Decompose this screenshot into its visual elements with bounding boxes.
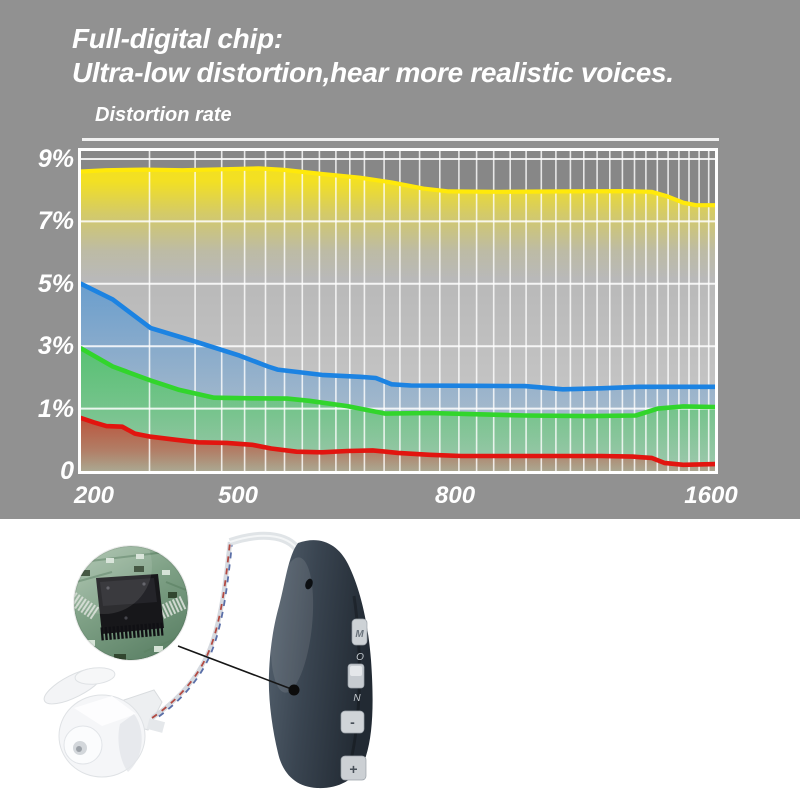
chart-title-underline <box>82 138 719 141</box>
volume-up-label: + <box>349 761 357 777</box>
x-axis-label: 200 <box>73 482 115 509</box>
wire-red <box>151 541 231 719</box>
chip-pins-right <box>155 595 187 621</box>
volume-up-button <box>340 755 367 781</box>
callout-line <box>177 645 295 691</box>
horizontal-gridlines <box>81 158 715 410</box>
microchip-top-face <box>100 578 157 606</box>
microphone-hole <box>305 578 313 590</box>
speaker-hole <box>76 746 82 752</box>
series-line-others-digital-chip <box>81 281 715 392</box>
y-axis-label: 9% <box>37 145 74 173</box>
distortion-chart-canvas <box>81 151 715 471</box>
dome-facet <box>74 696 136 726</box>
chip-pins-bottom <box>100 622 164 641</box>
vertical-gridlines <box>148 151 710 471</box>
y-axis-label: 1% <box>37 394 74 423</box>
page-title: Full-digital chip: Ultra-low distortion,… <box>72 22 674 90</box>
callout-dot <box>288 684 300 696</box>
wire-blue <box>153 543 233 721</box>
y-axis-label: 5% <box>37 269 74 298</box>
dome-shadow <box>118 714 142 772</box>
program-button <box>351 618 368 646</box>
ear-dome <box>43 667 166 778</box>
wires <box>150 541 233 721</box>
circuit-inset <box>73 545 189 661</box>
y-axis-label: 7% <box>37 207 74 236</box>
distortion-chart <box>78 148 718 474</box>
pcb-pads <box>86 554 170 652</box>
page-title-line2: Ultra-low distortion,hear more realistic… <box>72 57 674 88</box>
pcb-components <box>80 566 177 660</box>
page-title-line1: Full-digital chip: <box>72 23 283 54</box>
x-axis-label: 800 <box>435 482 476 509</box>
dome-fin-small <box>74 667 116 685</box>
chart-title: Distortion rate <box>95 104 232 126</box>
volume-down-label: - <box>350 714 355 730</box>
body-highlight <box>270 557 314 693</box>
x-axis-label: 1600 <box>684 482 738 509</box>
series-line-ours-digital-chip <box>81 346 715 419</box>
switch-label-n: N <box>353 693 361 704</box>
series-line-other-without-digital-chip <box>81 166 715 208</box>
y-axis-label: 0 <box>60 457 74 485</box>
y-axis-label: 3% <box>37 332 74 361</box>
hearing-aid-body: M O N - + <box>268 540 373 789</box>
switch-label-o: O <box>356 652 364 663</box>
series-line-ours-fully-digital-chip <box>81 415 715 468</box>
x-axis-label: 500 <box>217 482 258 509</box>
volume-down-button <box>340 710 365 734</box>
chip-pins-left <box>74 592 100 620</box>
dome-clip <box>146 718 166 733</box>
program-button-label: M <box>355 629 364 640</box>
product-photo: M O N - + <box>43 531 373 789</box>
callout <box>177 645 300 696</box>
inset-shine <box>74 546 152 614</box>
